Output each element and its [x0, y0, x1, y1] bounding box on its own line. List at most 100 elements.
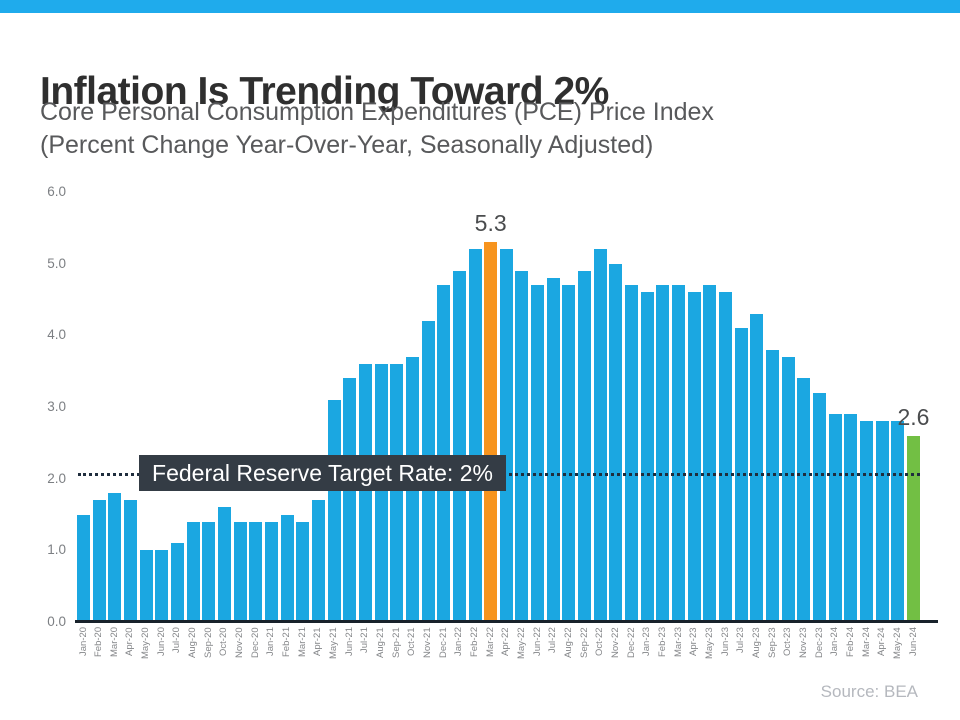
bar-Apr-22: [499, 249, 513, 622]
bar-Jan-20: [77, 514, 90, 622]
bar-Jun-21: [343, 378, 357, 622]
x-axis-label-Mar-22: Mar-22: [484, 627, 496, 658]
x-axis-label-Jan-21: Jan-21: [265, 627, 277, 657]
bar-Dec-21: [437, 285, 451, 622]
x-axis-label-Jun-22: Jun-22: [531, 627, 543, 657]
x-axis-label-Apr-22: Apr-22: [500, 627, 512, 656]
bar-Sep-20: [202, 521, 216, 622]
x-axis-label-Jun-20: Jun-20: [155, 627, 167, 657]
x-axis-label-Jun-24: Jun-24: [907, 627, 919, 657]
x-axis-label-Jan-22: Jan-22: [453, 627, 465, 657]
x-axis-line: [75, 620, 938, 623]
bar-Mar-24: [860, 421, 874, 622]
bar-Nov-23: [797, 378, 811, 622]
bar-Dec-20: [249, 521, 263, 622]
x-axis-label-Sep-23: Sep-23: [766, 627, 778, 658]
x-axis-label-Feb-23: Feb-23: [656, 627, 668, 658]
bar-May-20: [139, 550, 153, 622]
page-title: Inflation Is Trending Toward 2%: [40, 70, 609, 114]
chart-subtitle-line2: (Percent Change Year-Over-Year, Seasonal…: [40, 131, 654, 159]
x-axis-label-Oct-21: Oct-21: [406, 627, 418, 656]
bar-Oct-22: [593, 249, 607, 622]
x-axis-label-Jul-23: Jul-23: [735, 627, 747, 653]
bar-Jan-23: [640, 292, 654, 622]
y-axis-tick-0.0: 0.0: [47, 614, 66, 629]
x-axis-label-Jul-22: Jul-22: [547, 627, 559, 653]
x-axis-label-Apr-20: Apr-20: [124, 627, 136, 656]
x-axis-label-Feb-22: Feb-22: [469, 627, 480, 658]
x-axis-label-Feb-24: Feb-24: [844, 627, 856, 658]
x-axis-label-Dec-20: Dec-20: [249, 627, 261, 658]
x-axis-label-Jan-24: Jan-24: [829, 627, 841, 657]
bar-Apr-24: [875, 421, 889, 622]
y-axis-tick-1.0: 1.0: [47, 542, 66, 558]
bar-Mar-22: [484, 242, 498, 622]
bar-Apr-23: [687, 292, 701, 622]
x-axis-label-Aug-20: Aug-20: [187, 627, 199, 658]
x-axis-label-Nov-22: Nov-22: [609, 627, 621, 658]
x-axis-label-Jan-23: Jan-23: [641, 627, 653, 657]
bar-Feb-22: [468, 249, 482, 622]
top-accent-bar: [0, 0, 960, 13]
bar-Mar-20: [108, 493, 122, 622]
bar-Mar-21: [296, 521, 310, 622]
y-axis-tick-2.0: 2.0: [47, 470, 66, 486]
bar-Sep-23: [766, 349, 780, 622]
x-axis-label-Nov-21: Nov-21: [422, 627, 434, 658]
chart-subtitle-line1: Core Personal Consumption Expenditures (…: [40, 98, 714, 126]
bar-Apr-20: [123, 500, 137, 622]
y-axis-tick-4.0: 4.0: [47, 327, 66, 343]
y-axis-tick-3.0: 3.0: [47, 399, 66, 414]
bar-Feb-21: [280, 514, 294, 622]
bar-Jun-23: [719, 292, 733, 622]
latest-value-label: 2.6: [897, 403, 930, 430]
bar-Jan-24: [828, 414, 842, 622]
x-axis-label-Apr-24: Apr-24: [876, 627, 888, 656]
bar-Jul-20: [170, 543, 184, 622]
x-axis-label-Mar-20: Mar-20: [108, 627, 120, 658]
x-axis-label-Dec-21: Dec-21: [437, 627, 449, 658]
bar-Feb-24: [844, 414, 858, 622]
x-axis-label-May-20: May-20: [140, 627, 152, 659]
x-axis-label-Dec-23: Dec-23: [813, 627, 825, 658]
bar-May-22: [515, 270, 529, 622]
y-axis-tick-5.0: 5.0: [47, 255, 66, 271]
source-credit: Source: BEA: [820, 682, 918, 701]
x-axis-label-Jan-20: Jan-20: [77, 627, 89, 657]
x-axis-label-Mar-23: Mar-23: [672, 627, 684, 658]
x-axis-label-Apr-23: Apr-23: [688, 627, 700, 656]
x-axis-label-Jul-21: Jul-21: [359, 627, 371, 653]
x-axis-label-Aug-21: Aug-21: [375, 627, 387, 658]
bar-Aug-22: [562, 285, 576, 622]
bar-May-23: [703, 285, 717, 622]
bar-Aug-23: [750, 313, 764, 622]
x-axis-label-Feb-20: Feb-20: [93, 627, 105, 658]
x-axis-label-Jun-23: Jun-23: [719, 627, 731, 657]
x-axis-label-May-22: May-22: [515, 627, 527, 659]
x-axis-label-May-23: May-23: [703, 627, 715, 659]
bar-Oct-20: [217, 507, 231, 622]
x-axis-label-Nov-20: Nov-20: [234, 627, 246, 658]
x-axis-label-Oct-20: Oct-20: [218, 627, 230, 656]
x-axis-label-Feb-21: Feb-21: [281, 627, 293, 658]
bar-Nov-22: [609, 263, 623, 622]
x-axis-label-Mar-21: Mar-21: [296, 627, 308, 658]
x-axis-label-Jul-20: Jul-20: [171, 627, 183, 653]
x-axis-label-Oct-22: Oct-22: [594, 627, 606, 656]
x-axis-label-Nov-23: Nov-23: [797, 627, 809, 658]
x-axis-label-Sep-21: Sep-21: [390, 627, 402, 658]
bar-Jan-22: [452, 270, 466, 622]
bar-Jun-24: [907, 435, 920, 622]
x-axis-label-Aug-22: Aug-22: [562, 627, 574, 658]
x-axis-label-May-24: May-24: [891, 627, 903, 659]
x-axis-label-Sep-22: Sep-22: [578, 627, 590, 658]
x-axis-label-Mar-24: Mar-24: [860, 627, 872, 658]
bar-Oct-23: [781, 356, 795, 622]
bars-area: [77, 192, 920, 622]
bar-Feb-23: [656, 285, 670, 622]
target-rate-label: Federal Reserve Target Rate: 2%: [139, 455, 506, 491]
bar-Jul-22: [546, 278, 560, 622]
bar-Nov-20: [233, 521, 247, 622]
peak-value-label: 5.3: [474, 210, 507, 237]
